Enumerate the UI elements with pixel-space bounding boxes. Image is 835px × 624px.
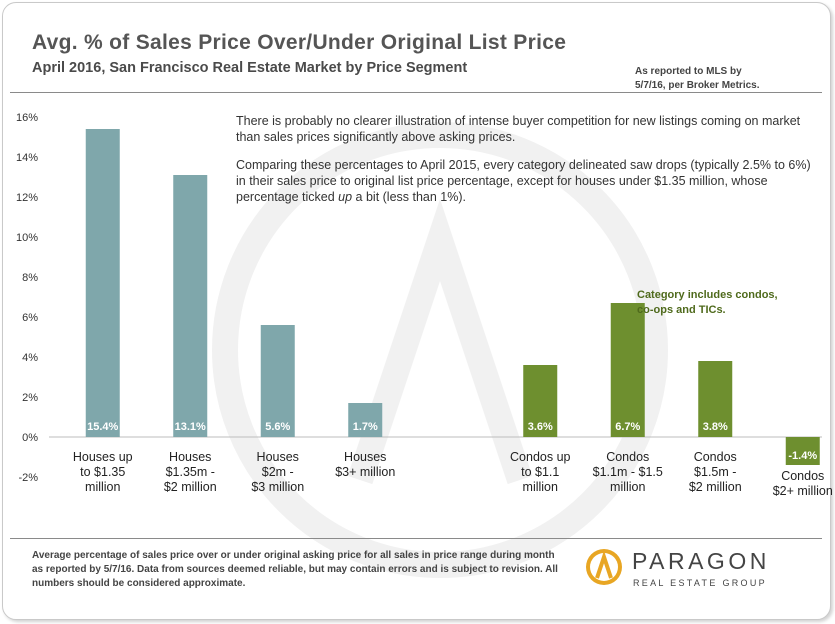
y-tick-label: 4% (22, 352, 38, 364)
bar (85, 129, 120, 437)
bar-value-label: 5.6% (265, 421, 290, 433)
annotation-paragraph-2: Comparing these percentages to April 201… (236, 158, 811, 204)
bar (523, 365, 558, 437)
category-label: Houses (169, 450, 211, 464)
category-label: $1.5m - (694, 465, 736, 479)
footer-note: Average percentage of sales price over o… (32, 550, 558, 589)
y-tick-label: 16% (16, 112, 38, 124)
category-label: $2+ million (773, 484, 833, 498)
paragon-emblem-icon (586, 549, 622, 585)
category-label: Condos (781, 469, 824, 483)
category-label: $1.1m - $1.5 (593, 465, 663, 479)
chart-annotation: There is probably no clearer illustratio… (236, 113, 821, 217)
category-label: $2 million (164, 480, 217, 494)
category-label: million (523, 480, 558, 494)
bottom-divider (10, 538, 822, 539)
category-label: Condos (694, 450, 737, 464)
y-tick-label: -2% (18, 472, 38, 484)
paragon-logo: PARAGON REAL ESTATE GROUP (584, 545, 799, 595)
y-tick-label: 2% (22, 392, 38, 404)
bar (610, 303, 645, 437)
category-label: $2 million (689, 480, 742, 494)
category-label: Houses (344, 450, 386, 464)
category-label: $3 million (251, 480, 304, 494)
bar-value-label: 3.6% (528, 421, 553, 433)
bar (348, 403, 383, 437)
bar-value-label: 15.4% (87, 421, 118, 433)
category-label: Houses (257, 450, 299, 464)
y-tick-label: 12% (16, 192, 38, 204)
category-label: Condos (606, 450, 649, 464)
category-label: $3+ million (335, 465, 395, 479)
bars: 15.4% 13.1% 5.6% 1.7% 3.6% 6.7% 3.8% -1.4% (85, 129, 820, 465)
bar (173, 175, 208, 437)
top-divider (10, 92, 822, 93)
category-label: million (85, 480, 120, 494)
bar (698, 361, 733, 437)
condo-category-callout: Category includes condos, co-ops and TIC… (637, 289, 778, 316)
annotation-paragraph-1: There is probably no clearer illustratio… (236, 114, 801, 144)
bar-value-label: 1.7% (353, 421, 378, 433)
bar (260, 325, 295, 437)
category-label: million (610, 480, 645, 494)
chart-subtitle: April 2016, San Francisco Real Estate Ma… (32, 60, 468, 76)
bar (785, 437, 820, 465)
y-tick-label: 8% (22, 272, 38, 284)
category-label: Condos up (510, 450, 571, 464)
bar-value-label: -1.4% (788, 450, 817, 462)
bar-value-label: 13.1% (175, 421, 206, 433)
bar-value-label: 6.7% (615, 421, 640, 433)
chart-title: Avg. % of Sales Price Over/Under Origina… (32, 31, 567, 54)
y-tick-label: 14% (16, 152, 38, 164)
y-tick-label: 6% (22, 312, 38, 324)
category-label: to $1.35 (80, 465, 125, 479)
logo-tagline: REAL ESTATE GROUP (633, 578, 767, 588)
source-note: As reported to MLS by 5/7/16, per Broker… (635, 66, 760, 91)
category-label: to $1.1 (521, 465, 559, 479)
logo-wordmark: PARAGON (632, 548, 770, 574)
y-tick-label: 0% (22, 432, 38, 444)
bar-value-label: 3.8% (703, 421, 728, 433)
y-tick-label: 10% (16, 232, 38, 244)
category-label: $2m - (262, 465, 294, 479)
category-label: Houses up (73, 450, 133, 464)
category-label: $1.35m - (166, 465, 215, 479)
